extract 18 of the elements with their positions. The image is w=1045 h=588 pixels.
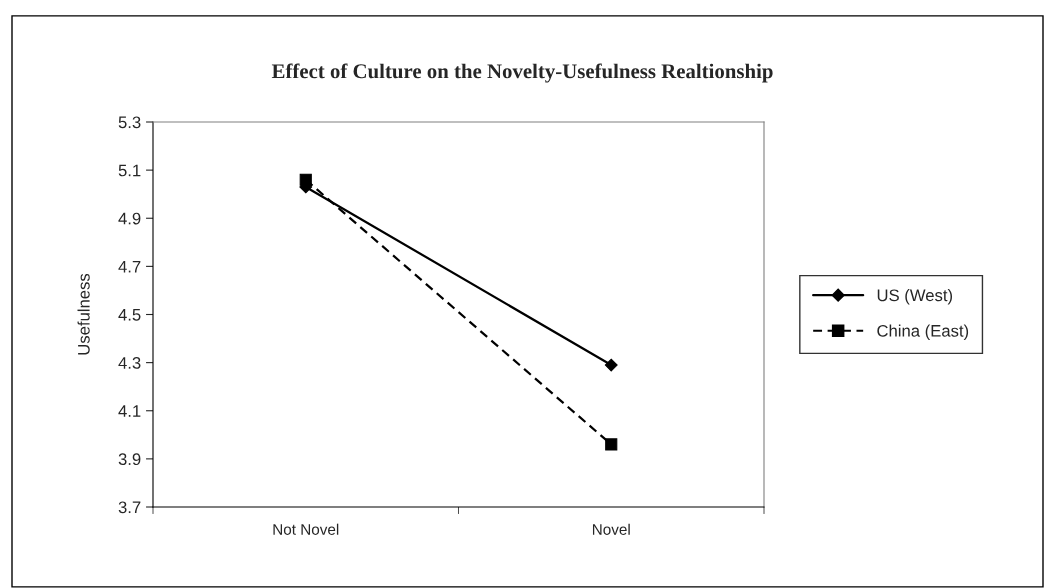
y-tick-label: 3.7 [118,501,141,514]
legend-label: US (West) [877,288,953,305]
y-axis-title: Usefulness [77,273,90,355]
y-tick-label: 5.3 [118,116,141,129]
y-tick-label: 4.1 [118,405,141,417]
y-tick-label: 4.7 [118,260,141,273]
y-tick-label: 4.9 [118,212,141,225]
point [299,173,312,186]
legend-label: China (East) [877,324,969,341]
point [605,438,618,451]
point [604,358,618,372]
y-tick-label: 3.9 [118,453,141,466]
x-tick-label: Novel [592,523,630,535]
chart-title: Effect of Culture on the Novelty-Usefulness Realtionship [271,63,773,83]
y-tick-label: 4.5 [118,309,141,321]
y-tick-label: 5.1 [118,164,141,177]
x-tick-label: Not Novel [273,523,339,535]
y-tick-label: 4.3 [118,357,141,369]
